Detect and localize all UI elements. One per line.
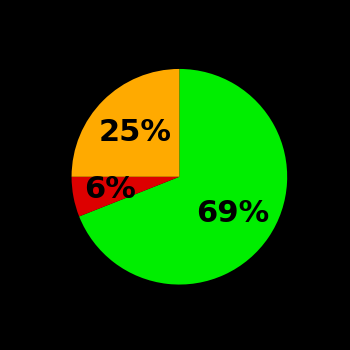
Text: 25%: 25%	[99, 118, 172, 147]
Wedge shape	[79, 69, 287, 285]
Wedge shape	[71, 69, 180, 177]
Text: 69%: 69%	[196, 198, 270, 228]
Text: 6%: 6%	[85, 175, 136, 204]
Wedge shape	[71, 177, 179, 216]
